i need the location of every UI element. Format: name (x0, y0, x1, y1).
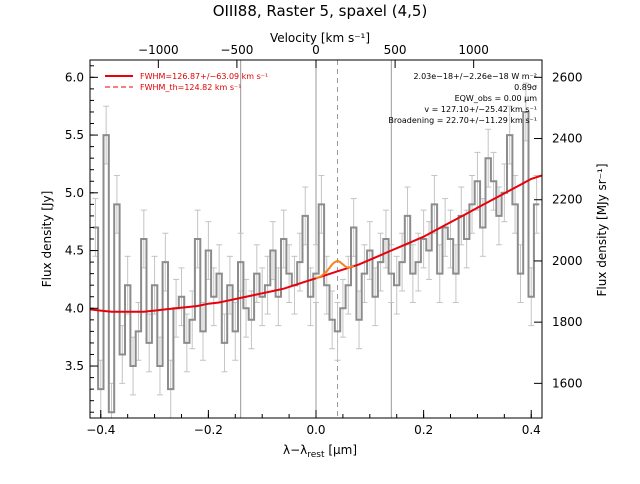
top-tick-label: 500 (384, 43, 407, 57)
annotation-significance: 0.89σ (514, 83, 537, 92)
x-tick-label: 0.4 (522, 423, 541, 437)
y-tick-label: 4.5 (65, 244, 84, 258)
annotation-velocity: v = 127.10+/−25.42 km s⁻¹ (424, 105, 537, 114)
legend-entry-fwhm: FWHM=126.87+/−63.09 km s⁻¹ (140, 72, 268, 81)
top-tick-label: −1000 (138, 43, 179, 57)
y-tick-label: 5.0 (65, 186, 84, 200)
annotation-eqw: EQW_obs = 0.00 μm (455, 94, 538, 103)
right-tick-label: 1600 (552, 376, 583, 390)
legend: FWHM=126.87+/−63.09 km s⁻¹ FWHM_th=124.8… (105, 72, 268, 92)
y-tick-label: 6.0 (65, 70, 84, 84)
spectrum-line (92, 111, 540, 414)
spectrum-series (92, 111, 540, 414)
annotation-line-flux: 2.03e−18+/−2.26e−18 W m⁻² (413, 72, 537, 81)
y-axis-label-left: Flux density [Jy] (40, 191, 54, 288)
right-tick-label: 2600 (552, 70, 583, 84)
y-axis-ticks: 3.5 4.0 4.5 5.0 5.5 6.0 (65, 65, 98, 413)
top-tick-label: 1000 (458, 43, 489, 57)
line-fit-series (315, 259, 355, 280)
line-fit-curve (315, 259, 355, 280)
fit-annotations: 2.03e−18+/−2.26e−18 W m⁻² 0.89σ EQW_obs … (388, 72, 537, 125)
right-tick-label: 1800 (552, 315, 583, 329)
velocity-reference-lines (240, 60, 392, 418)
x-tick-label: 0.2 (414, 423, 433, 437)
right-tick-label: 2200 (552, 193, 583, 207)
top-axis-ticks: −1000 −500 0 500 1000 (138, 43, 489, 68)
chart-title: OIII88, Raster 5, spaxel (4,5) (213, 2, 428, 20)
right-axis-ticks: 1600 1800 2000 2200 2400 2600 (534, 70, 583, 390)
right-tick-label: 2400 (552, 132, 583, 146)
y-tick-label: 5.5 (65, 128, 84, 142)
x-axis-ticks: −0.4 −0.2 0.0 0.2 0.4 (86, 410, 541, 437)
right-tick-label: 2000 (552, 254, 583, 268)
x-tick-label: 0.0 (306, 423, 325, 437)
x-tick-label: −0.4 (86, 423, 115, 437)
x-tick-label: −0.2 (194, 423, 223, 437)
top-axis-label: Velocity [km s⁻¹] (270, 31, 370, 45)
y-axis-label-right: Flux density [MJy sr⁻¹] (595, 163, 609, 296)
y-tick-label: 4.0 (65, 301, 84, 315)
top-tick-label: 0 (312, 43, 320, 57)
top-tick-label: −500 (220, 43, 253, 57)
y-tick-label: 3.5 (65, 359, 84, 373)
x-axis-label: λ−λrest [μm] (283, 443, 357, 460)
annotation-broadening: Broadening = 22.70+/−11.29 km s⁻¹ (388, 116, 537, 125)
legend-entry-fwhm-th: FWHM_th=124.82 km s⁻¹ (140, 83, 241, 92)
